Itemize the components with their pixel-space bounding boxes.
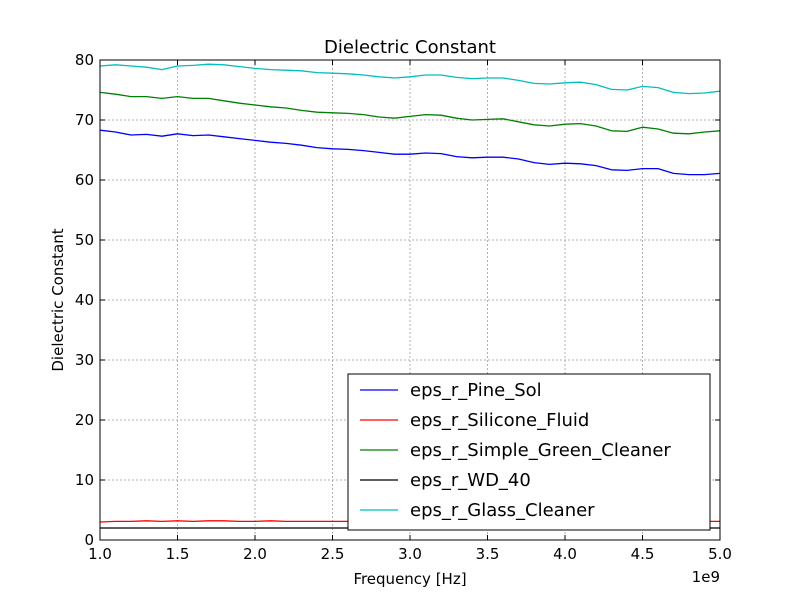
x-tick-label: 4.0 xyxy=(553,545,577,563)
legend-label-eps-r-simple-green-cleaner: eps_r_Simple_Green_Cleaner xyxy=(410,440,671,461)
y-tick-label: 0 xyxy=(84,531,94,549)
legend-label-eps-r-pine-sol: eps_r_Pine_Sol xyxy=(410,380,542,401)
x-tick-label: 1.0 xyxy=(88,545,112,563)
series-line-eps-r-pine-sol xyxy=(99,129,721,176)
y-tick-label: 80 xyxy=(75,51,94,69)
y-tick-label: 70 xyxy=(75,111,94,129)
y-tick-label: 40 xyxy=(75,291,94,309)
legend-box xyxy=(347,373,711,531)
x-tick-label: 2.5 xyxy=(321,545,345,563)
x-tick-label: 5.0 xyxy=(708,545,732,563)
x-tick-label: 4.5 xyxy=(631,545,655,563)
legend-label-eps-r-wd-40: eps_r_WD_40 xyxy=(410,470,531,491)
x-axis-label: Frequency [Hz] xyxy=(353,570,466,588)
tick-layer: 1.0 1.5 2.0 2.5 3.0 3.5 4.0 4.5 5.0 0 10 20 30 40 50 60… xyxy=(75,51,732,563)
x-tick-label: 3.5 xyxy=(476,545,500,563)
y-tick-label: 10 xyxy=(75,471,94,489)
series-line-eps-r-simple-green-cleaner xyxy=(99,91,721,135)
legend-items: eps_r_Pine_Sol eps_r_Silicone_Fluid eps_r_… xyxy=(360,380,671,521)
x-tick-label: 1.5 xyxy=(166,545,190,563)
y-tick-label: 30 xyxy=(75,351,94,369)
y-axis-label: Dielectric Constant xyxy=(49,228,67,371)
x-axis-offset-label: 1e9 xyxy=(692,568,720,586)
y-tick-label: 50 xyxy=(75,231,94,249)
x-tick-label: 2.0 xyxy=(243,545,267,563)
x-tick-label: 3.0 xyxy=(398,545,422,563)
legend-label-eps-r-silicone-fluid: eps_r_Silicone_Fluid xyxy=(410,410,589,431)
series-line-eps-r-glass-cleaner xyxy=(99,63,721,95)
y-tick-label: 60 xyxy=(75,171,94,189)
y-tick-label: 20 xyxy=(75,411,94,429)
chart-title: Dielectric Constant xyxy=(324,37,496,58)
legend-label-eps-r-glass-cleaner: eps_r_Glass_Cleaner xyxy=(410,500,595,521)
legend: eps_r_Pine_Sol eps_r_Silicone_Fluid eps_r_… xyxy=(347,373,711,531)
